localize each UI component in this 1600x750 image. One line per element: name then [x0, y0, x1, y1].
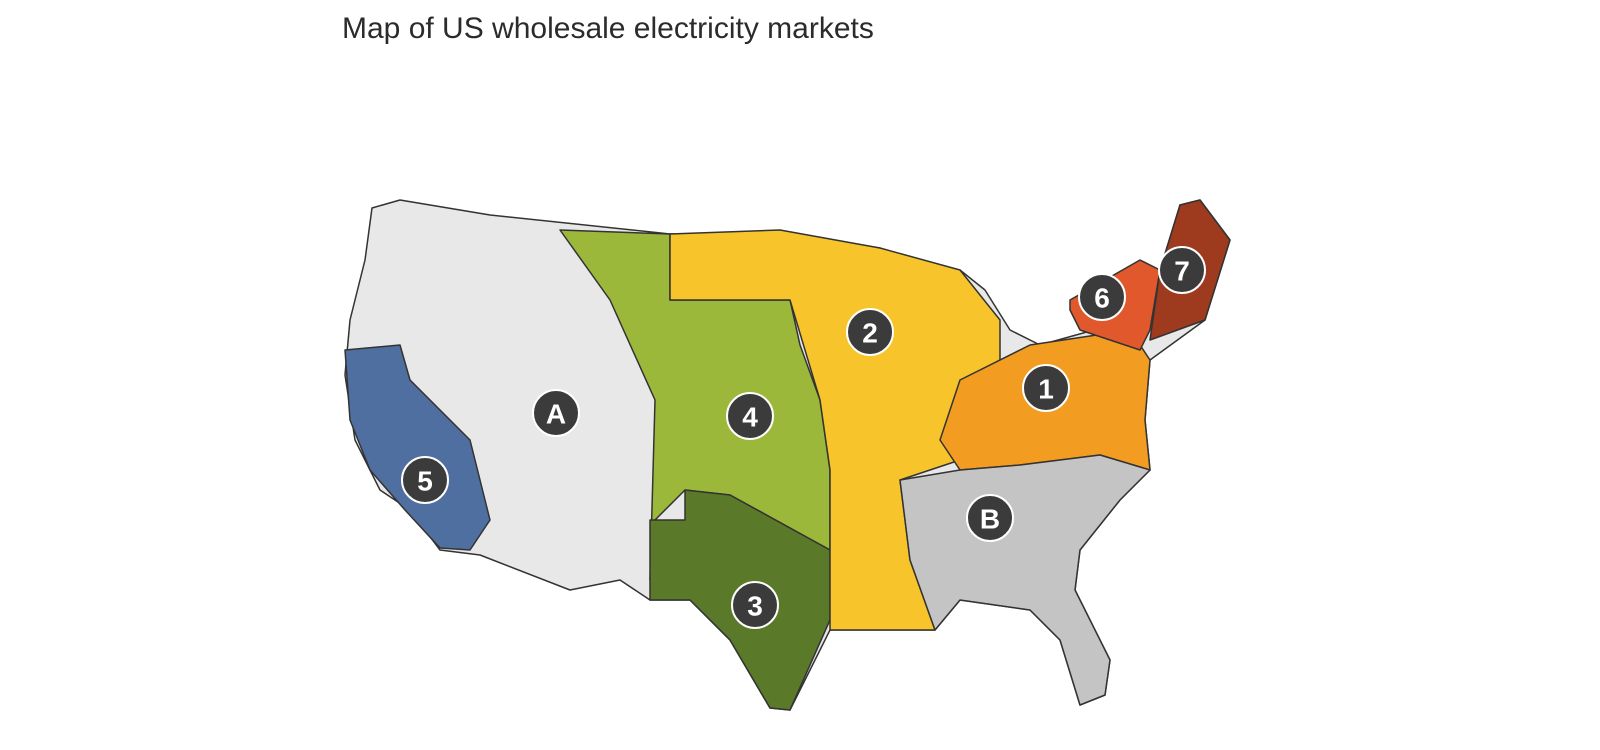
marker-circle [846, 308, 894, 356]
marker-label: 4 [742, 402, 758, 433]
marker-label: A [546, 399, 566, 430]
southeast-region [899, 454, 1151, 706]
marker-circle [1158, 246, 1206, 294]
map-marker: 6 [1078, 273, 1126, 321]
marker-circle [1022, 364, 1070, 412]
marker-label: 7 [1174, 256, 1190, 287]
map-marker: 3 [731, 581, 779, 629]
marker-circle [1078, 273, 1126, 321]
page-title: Map of US wholesale electricity markets [342, 12, 874, 45]
marker-label: 5 [417, 466, 433, 497]
marker-label: 2 [862, 318, 878, 349]
marker-circle [726, 392, 774, 440]
caiso-region [344, 344, 491, 551]
map-marker: A [532, 389, 580, 437]
map-marker: 1 [1022, 364, 1070, 412]
map-marker: 2 [846, 308, 894, 356]
marker-circle [532, 389, 580, 437]
marker-label: B [980, 504, 1000, 535]
map-marker: 5 [401, 456, 449, 504]
map-marker: 7 [1158, 246, 1206, 294]
markers: A B 1 2 3 4 5 6 7 [401, 246, 1206, 629]
marker-circle [401, 456, 449, 504]
map-marker: B [966, 494, 1014, 542]
marker-label: 3 [747, 591, 763, 622]
marker-label: 1 [1038, 374, 1054, 405]
marker-circle [966, 494, 1014, 542]
marker-circle [731, 581, 779, 629]
map-marker: 4 [726, 392, 774, 440]
marker-label: 6 [1094, 283, 1110, 314]
